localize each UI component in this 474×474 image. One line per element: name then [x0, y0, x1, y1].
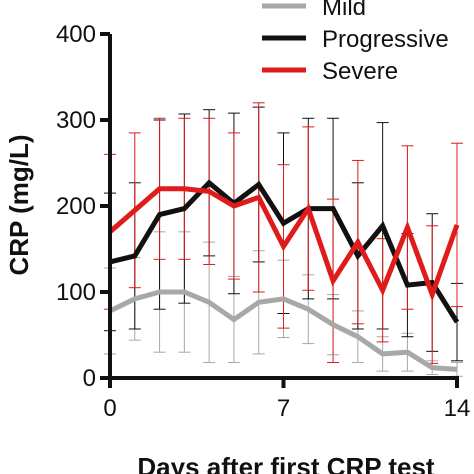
- x-tick-label: 0: [103, 395, 116, 422]
- legend-label-progressive: Progressive: [322, 26, 449, 53]
- mild-series-line: [108, 289, 458, 372]
- y-tick-label: 400: [56, 21, 96, 48]
- severe-series-line: [108, 186, 460, 302]
- x-tick-label: 7: [277, 395, 290, 422]
- error-bars-layer: [104, 102, 463, 377]
- legend-label-severe: Severe: [322, 58, 398, 85]
- axes-layer: 0 100 200 300 400 0 7 14: [56, 21, 470, 422]
- x-tick-label: 14: [444, 395, 471, 422]
- legend: Mild Progressive Severe: [262, 0, 449, 85]
- legend-label-mild: Mild: [322, 0, 366, 21]
- y-tick-label: 200: [56, 193, 96, 220]
- y-tick-label: 300: [56, 107, 96, 134]
- series-lines-layer: [108, 179, 460, 372]
- y-axis-title: CRP (mg/L): [4, 134, 34, 275]
- x-axis-title: Days after first CRP test: [137, 452, 435, 474]
- y-tick-label: 0: [83, 365, 96, 392]
- progressive-series-line: [109, 179, 460, 324]
- y-tick-label: 100: [56, 279, 96, 306]
